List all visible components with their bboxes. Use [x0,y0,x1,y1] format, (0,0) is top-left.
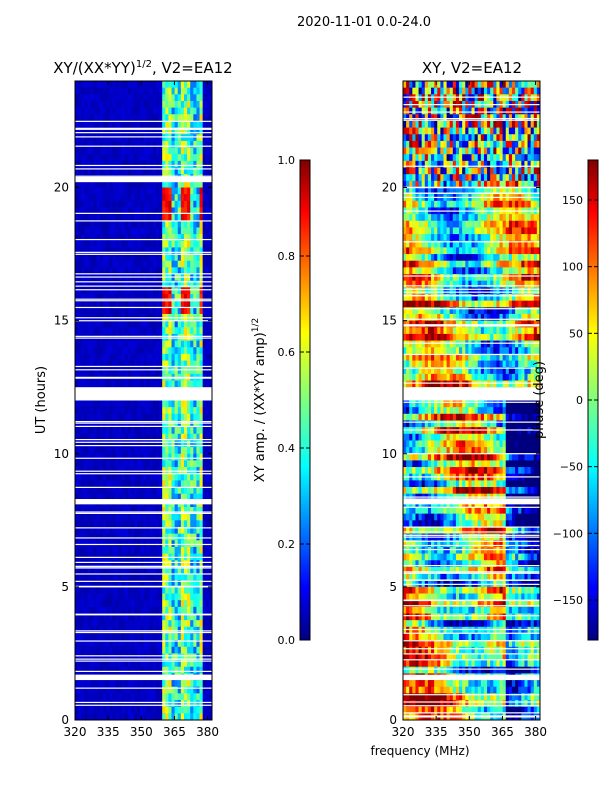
phase-colorbar-tick-label: −100 [553,527,583,540]
amplitude-y-tick-label: 5 [61,580,69,594]
phase-y-tick-label: 0 [389,713,397,727]
phase-colorbar-tick-label: 0 [576,394,583,407]
amplitude-colorbar-ticks: 0.0 0.2 0.4 0.6 0.8 1.0 [278,154,310,647]
amplitude-y-tick-label: 15 [54,314,69,328]
phase-colorbar-tick-label: 150 [562,194,583,207]
phase-colorbar-ticks: 150 100 50 0 −50 −100 −150 [553,194,598,607]
amplitude-colorbar-tick-label: 0.0 [278,634,296,647]
amplitude-panel-title: XY/(XX*YY)1/2, V2=EA12 [53,59,232,77]
amplitude-x-tick-label: 335 [97,725,120,739]
phase-x-tick-label: 365 [491,725,514,739]
phase-panel: XY, V2=EA12 320 335 350 365 380 0 5 10 15 20 freq… [370,59,547,758]
frequency-axis-label: frequency (MHz) [370,744,469,758]
amplitude-x-tick-label: 320 [64,725,87,739]
phase-axis-ticks: 320 335 350 365 380 0 5 10 15 20 [382,81,547,739]
amplitude-colorbar-label: XY amp. / (XX*YY amp)1/2 [251,318,268,482]
amplitude-colorbar-tick-label: 0.2 [278,538,296,551]
phase-axes-frame [402,80,541,721]
figure-title: 2020-11-01 0.0-24.0 [297,15,431,30]
amplitude-colorbar: 0.0 0.2 0.4 0.6 0.8 1.0 XY amp. / (XX*YY amp)… [251,154,311,647]
phase-colorbar-tick-label: 100 [562,261,583,274]
amplitude-axis-ticks: 320 335 350 365 380 0 5 10 15 20 [54,81,219,739]
phase-y-tick-label: 10 [382,447,397,461]
phase-colorbar-label: phase (deg) [532,361,547,439]
amplitude-y-tick-label: 20 [54,181,69,195]
phase-heatmap [403,81,540,720]
amplitude-heatmap [75,81,212,720]
phase-colorbar-tick-label: −50 [560,461,583,474]
phase-x-tick-label: 350 [458,725,481,739]
amplitude-colorbar-tick-label: 1.0 [278,154,296,167]
phase-x-tick-label: 380 [524,725,547,739]
phase-panel-title: XY, V2=EA12 [422,59,522,77]
amplitude-colorbar-tick-label: 0.6 [278,346,296,359]
phase-colorbar-tick-label: −150 [553,594,583,607]
phase-colorbar: 150 100 50 0 −50 −100 −150 phase (deg) [532,159,599,641]
amplitude-colorbar-tick-label: 0.8 [278,250,296,263]
phase-y-tick-label: 5 [389,580,397,594]
amplitude-x-tick-label: 380 [196,725,219,739]
amplitude-y-axis-label: UT (hours) [34,366,49,434]
amplitude-panel: XY/(XX*YY)1/2, V2=EA12 320 335 350 365 380 0 5… [34,59,233,739]
amplitude-y-tick-label: 0 [61,713,69,727]
phase-y-tick-label: 15 [382,314,397,328]
amplitude-axes-frame [74,80,213,721]
phase-colorbar-tick-label: 50 [569,327,583,340]
amplitude-y-tick-label: 10 [54,447,69,461]
amplitude-x-tick-label: 350 [130,725,153,739]
phase-x-tick-label: 335 [425,725,448,739]
amplitude-colorbar-gradient [299,159,311,641]
phase-y-tick-label: 20 [382,181,397,195]
amplitude-colorbar-tick-label: 0.4 [278,442,296,455]
phase-x-tick-label: 320 [392,725,415,739]
amplitude-x-tick-label: 365 [163,725,186,739]
